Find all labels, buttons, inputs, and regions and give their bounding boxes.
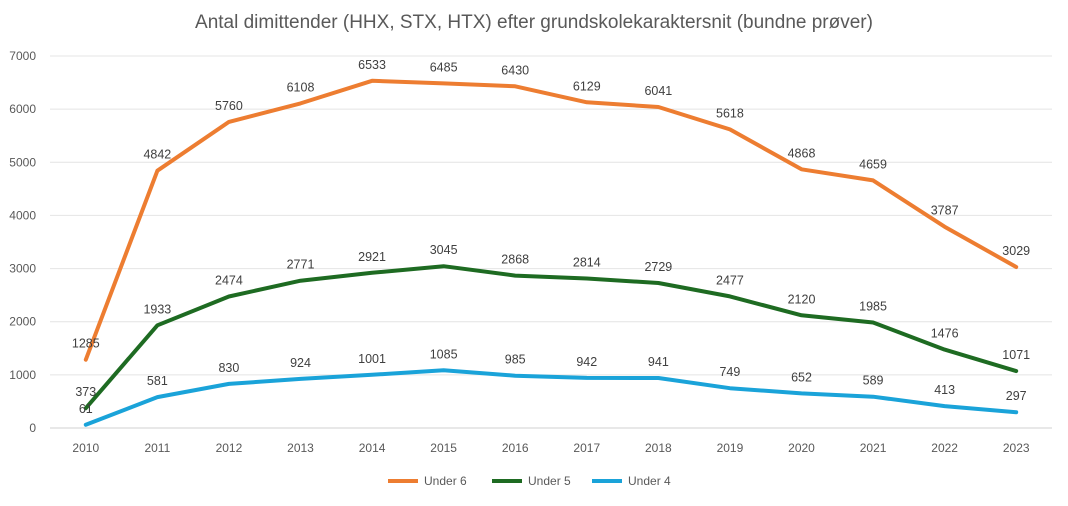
y-tick-label: 6000 [9,102,36,116]
x-tick-label: 2012 [216,441,243,455]
data-label: 942 [576,355,597,369]
data-label: 3029 [1002,244,1030,258]
data-label: 1285 [72,337,100,351]
data-label: 2771 [287,258,315,272]
data-label: 1933 [143,302,171,316]
data-label: 1476 [931,327,959,341]
data-label: 373 [75,385,96,399]
legend-item: Under 5 [492,474,571,488]
x-tick-label: 2014 [359,441,386,455]
data-label: 4842 [143,148,171,162]
data-label: 5760 [215,99,243,113]
x-tick-label: 2020 [788,441,815,455]
data-label: 1001 [358,352,386,366]
legend-label: Under 5 [528,474,571,488]
data-label: 2120 [788,292,816,306]
data-label: 924 [290,356,311,370]
data-label: 6108 [287,80,315,94]
data-label: 6430 [501,63,529,77]
x-tick-label: 2019 [717,441,744,455]
data-label: 5618 [716,106,744,120]
y-tick-label: 2000 [9,315,36,329]
x-tick-label: 2016 [502,441,529,455]
data-label: 941 [648,355,669,369]
x-tick-label: 2017 [573,441,600,455]
series-line-under-5 [83,264,1019,411]
y-tick-label: 7000 [9,49,36,63]
data-label: 2477 [716,273,744,287]
data-label: 297 [1006,389,1027,403]
data-label: 413 [934,383,955,397]
data-label: 2868 [501,253,529,267]
data-label: 1985 [859,300,887,314]
y-tick-label: 3000 [9,262,36,276]
x-tick-label: 2010 [72,441,99,455]
data-label: 4868 [788,146,816,160]
data-label: 2921 [358,250,386,264]
data-label: 749 [719,365,740,379]
y-tick-label: 5000 [9,155,36,169]
data-label: 652 [791,370,812,384]
data-label: 6485 [430,60,458,74]
data-label: 2729 [644,260,672,274]
data-label: 985 [505,353,526,367]
legend-label: Under 6 [424,474,467,488]
data-label: 6129 [573,79,601,93]
x-tick-label: 2021 [860,441,887,455]
x-tick-label: 2018 [645,441,672,455]
data-label: 830 [218,361,239,375]
legend-label: Under 4 [628,474,671,488]
legend-item: Under 6 [388,474,467,488]
data-label: 2814 [573,255,601,269]
y-tick-label: 4000 [9,208,36,222]
data-label: 589 [863,374,884,388]
data-label: 1071 [1002,348,1030,362]
x-tick-label: 2013 [287,441,314,455]
series-line-under-6 [83,78,1019,362]
data-label: 3787 [931,204,959,218]
y-tick-label: 0 [29,421,36,435]
series-line-under-4 [83,368,1019,427]
data-label: 3045 [430,243,458,257]
data-label: 581 [147,374,168,388]
legend-item: Under 4 [592,474,671,488]
data-label: 2474 [215,274,243,288]
data-label: 6533 [358,58,386,72]
data-label: 61 [79,402,93,416]
x-tick-label: 2022 [931,441,958,455]
data-label: 4659 [859,157,887,171]
y-tick-label: 1000 [9,368,36,382]
x-tick-label: 2011 [144,441,170,455]
data-label: 6041 [644,84,672,98]
x-tick-label: 2015 [430,441,457,455]
chart-title: Antal dimittender (HHX, STX, HTX) efter … [195,12,873,33]
data-label: 1085 [430,347,458,361]
x-tick-label: 2023 [1003,441,1030,455]
